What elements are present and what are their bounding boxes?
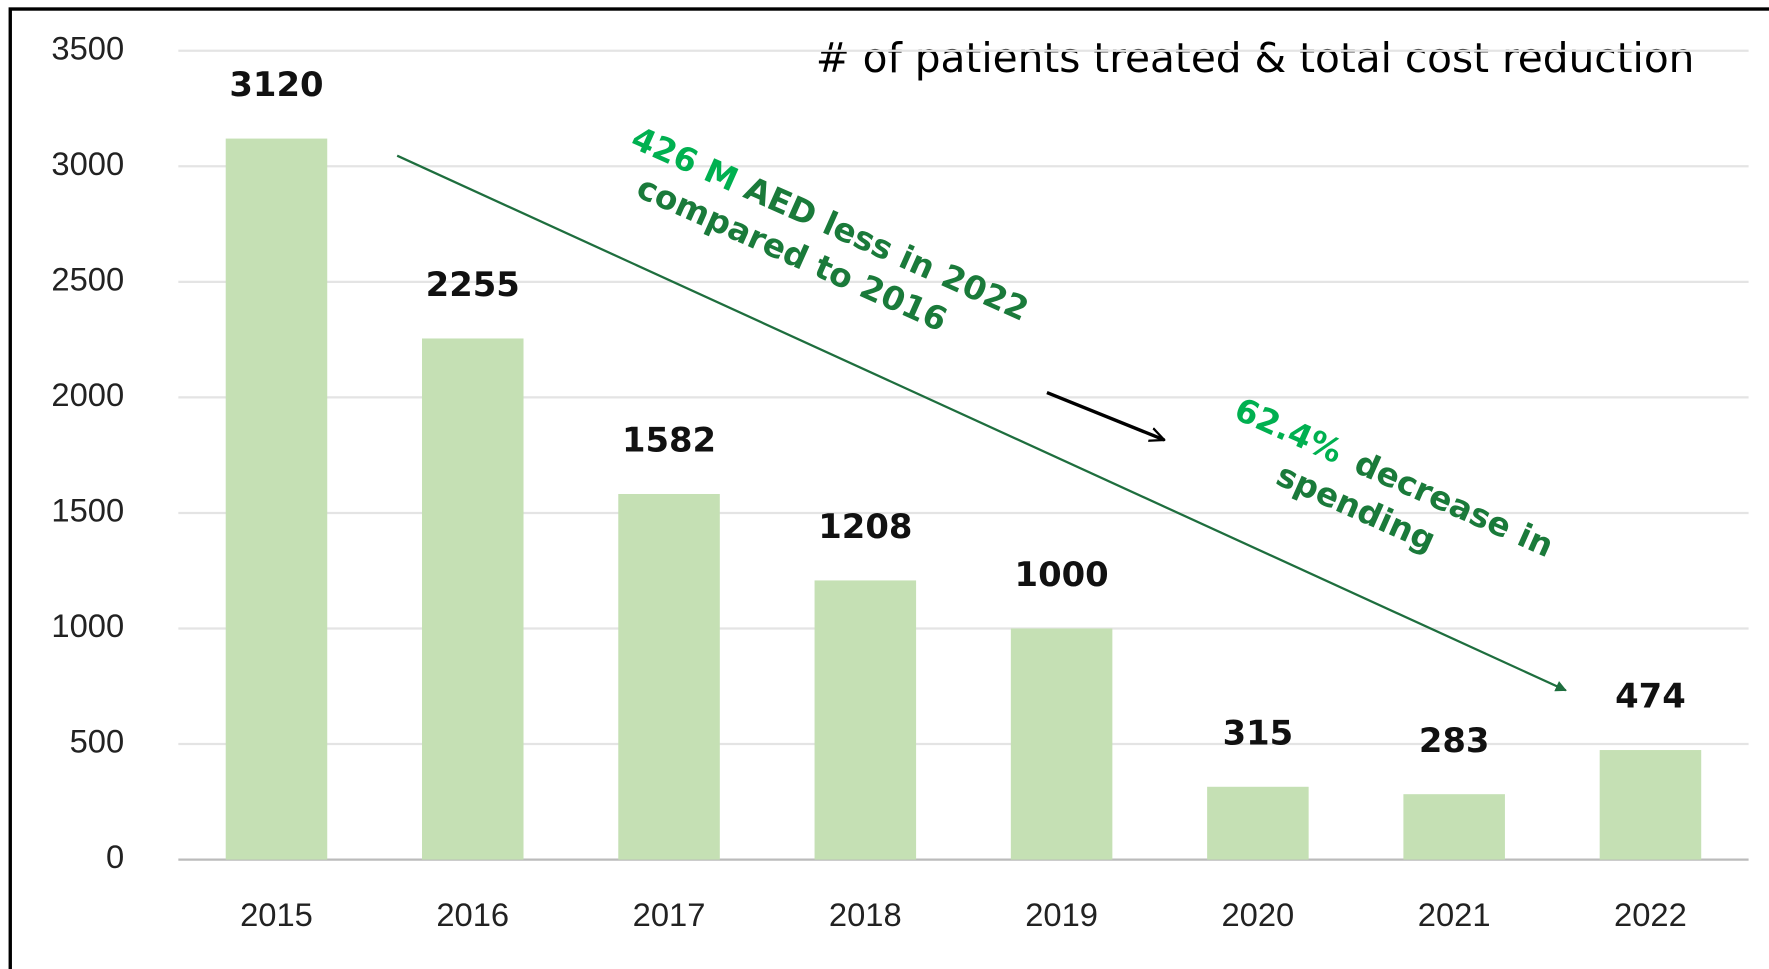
frame <box>8 7 1769 969</box>
y-tick-label: 3000 <box>51 145 124 182</box>
x-tick-label: 2017 <box>633 896 706 933</box>
x-tick-label: 2022 <box>1614 896 1687 933</box>
y-tick-label: 2500 <box>51 260 124 297</box>
value-label: 1000 <box>1015 555 1109 594</box>
bar <box>1599 750 1702 860</box>
y-tick-label: 3500 <box>51 29 124 66</box>
y-tick-label: 500 <box>70 723 125 760</box>
bar <box>618 493 720 860</box>
bar <box>814 580 917 860</box>
annotation-2: 62.4%decrease in spending <box>1229 390 1559 565</box>
value-label: 283 <box>1419 721 1490 760</box>
x-tick-label: 2020 <box>1222 896 1295 933</box>
bar <box>1207 786 1309 860</box>
x-tick-label: 2021 <box>1418 896 1491 933</box>
trend-arrow <box>396 154 1567 692</box>
x-tick-label: 2018 <box>829 896 902 933</box>
bar <box>225 138 328 860</box>
y-tick-label: 1500 <box>51 492 124 529</box>
x-tick-label: 2015 <box>240 896 313 933</box>
chart-title: # of patients treated & total cost reduc… <box>816 34 1695 82</box>
bar <box>1403 794 1505 860</box>
value-label: 2255 <box>426 265 520 304</box>
pointer-arrow <box>1046 390 1164 440</box>
plot: 0 500 1000 1500 2000 2500 3000 3500 2015 3120 2016… <box>51 29 1749 933</box>
x-tick-label: 2019 <box>1025 896 1098 933</box>
x-tick-label: 2016 <box>436 896 509 933</box>
value-label: 1582 <box>622 421 716 460</box>
bar <box>421 338 524 860</box>
value-label: 3120 <box>229 65 323 104</box>
y-tick-label: 0 <box>106 838 124 875</box>
y-tick-label: 1000 <box>51 607 124 644</box>
value-label: 474 <box>1615 677 1686 716</box>
y-tick-label: 2000 <box>51 376 124 413</box>
annotation-1: 426 MAED less in 2022 compared to 2016 <box>626 119 1035 339</box>
value-label: 315 <box>1223 713 1294 752</box>
value-label: 1208 <box>818 507 912 546</box>
bar <box>1010 628 1113 860</box>
